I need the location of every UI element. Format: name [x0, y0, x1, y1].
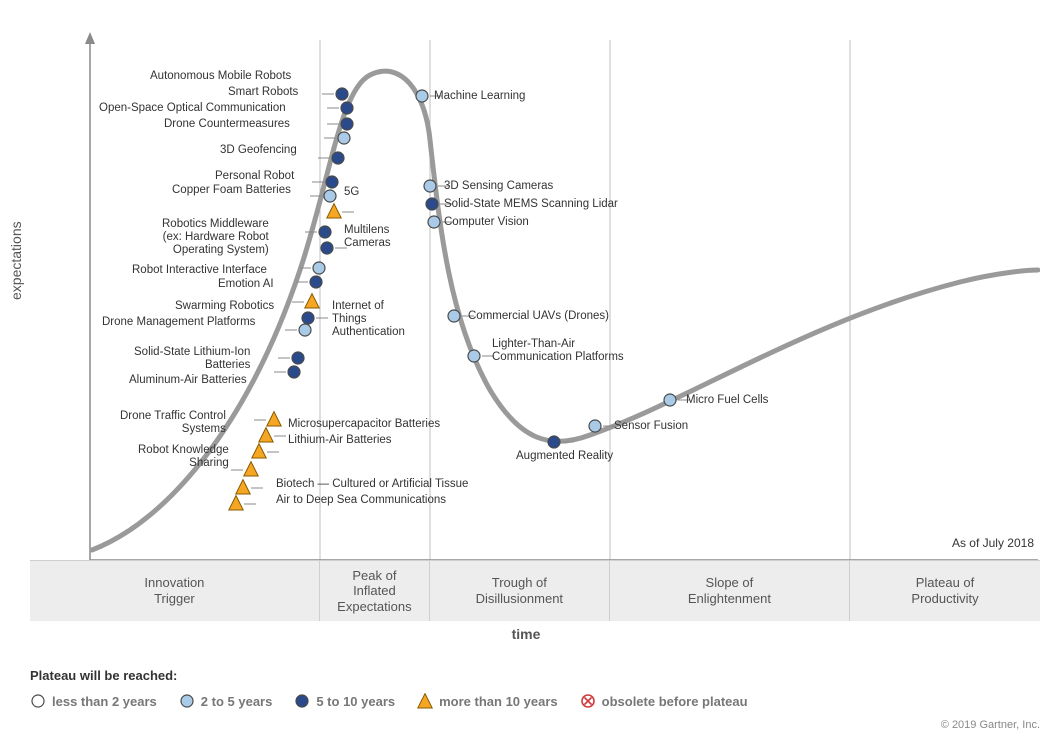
label-drone-traffic-control: Drone Traffic Control Systems — [120, 410, 226, 436]
phase-cell: Slope of Enlightenment — [610, 561, 850, 621]
legend-item: more than 10 years — [417, 693, 558, 709]
legend-item: less than 2 years — [30, 693, 157, 709]
label-autonomous-mobile-robots: Autonomous Mobile Robots — [150, 70, 291, 83]
label-augmented-reality: Augmented Reality — [516, 450, 613, 463]
phase-cell: Plateau of Productivity — [850, 561, 1040, 621]
legend-label: 2 to 5 years — [201, 694, 273, 709]
label-machine-learning: Machine Learning — [434, 90, 525, 103]
point-solid-state-mems-lidar — [426, 198, 438, 210]
point-micro-fuel-cells — [664, 394, 676, 406]
point-3d-sensing-cameras — [424, 180, 436, 192]
point-drone-mgmt-platforms — [299, 324, 311, 336]
point-copper-foam-batteries — [324, 190, 336, 202]
point-smart-robots — [341, 102, 353, 114]
point-lithium-air — [252, 444, 266, 458]
point-computer-vision — [428, 216, 440, 228]
point-iot-authentication — [302, 312, 314, 324]
point-microsupercapacitor — [259, 428, 273, 442]
point-robot-interactive-interface — [313, 262, 325, 274]
point-commercial-uavs — [448, 310, 460, 322]
label-multilens-cameras: Multilens Cameras — [344, 224, 391, 250]
point-personal-robot — [326, 176, 338, 188]
point-drone-countermeasures — [338, 132, 350, 144]
point-robotics-middleware — [319, 226, 331, 238]
label-microsupercapacitor: Microsupercapacitor Batteries — [288, 418, 440, 431]
phase-band: Innovation TriggerPeak of Inflated Expec… — [30, 560, 1040, 621]
label-lighter-than-air: Lighter-Than-Air Communication Platforms — [492, 338, 624, 364]
label-3d-geofencing: 3D Geofencing — [220, 144, 297, 157]
circle-icon — [179, 693, 195, 709]
label-lithium-air: Lithium-Air Batteries — [288, 434, 392, 447]
label-robot-interactive-interface: Robot Interactive Interface — [132, 264, 267, 277]
x-axis-label: time — [0, 626, 1052, 642]
point-aluminum-air — [288, 366, 300, 378]
label-5g: 5G — [344, 186, 359, 199]
label-drone-mgmt-platforms: Drone Management Platforms — [102, 316, 255, 329]
label-robot-knowledge-sharing: Robot Knowledge Sharing — [138, 444, 229, 470]
label-open-space-optical: Open-Space Optical Communication — [99, 102, 286, 115]
label-computer-vision: Computer Vision — [444, 216, 529, 229]
point-emotion-ai — [310, 276, 322, 288]
label-micro-fuel-cells: Micro Fuel Cells — [686, 394, 768, 407]
label-3d-sensing-cameras: 3D Sensing Cameras — [444, 180, 553, 193]
phase-cell: Trough of Disillusionment — [430, 561, 610, 621]
label-swarming-robotics: Swarming Robotics — [175, 300, 274, 313]
point-augmented-reality — [548, 436, 560, 448]
label-solid-state-mems-lidar: Solid-State MEMS Scanning Lidar — [444, 198, 618, 211]
point-air-deep-sea — [229, 496, 243, 510]
triangle-icon — [417, 693, 433, 709]
y-axis-arrow — [85, 32, 95, 44]
point-autonomous-mobile-robots — [336, 88, 348, 100]
legend-item: 2 to 5 years — [179, 693, 273, 709]
label-sensor-fusion: Sensor Fusion — [614, 420, 688, 433]
label-aluminum-air: Aluminum-Air Batteries — [129, 374, 247, 387]
point-biotech-tissue — [236, 480, 250, 494]
label-copper-foam-batteries: Copper Foam Batteries — [172, 184, 291, 197]
point-lighter-than-air — [468, 350, 480, 362]
label-personal-robot: Personal Robot — [215, 170, 294, 183]
circle-icon — [30, 693, 46, 709]
label-drone-countermeasures: Drone Countermeasures — [164, 118, 290, 131]
label-air-deep-sea: Air to Deep Sea Communications — [276, 494, 446, 507]
phase-cell: Peak of Inflated Expectations — [320, 561, 430, 621]
as-of-date: As of July 2018 — [952, 536, 1034, 550]
point-multilens-cameras — [321, 242, 333, 254]
legend-row: less than 2 years 2 to 5 years 5 to 10 yea… — [30, 693, 762, 709]
point-machine-learning — [416, 90, 428, 102]
point-5g — [327, 204, 341, 218]
hype-cycle-chart: expectations Autonomous Mobile Robots Sma… — [0, 0, 1052, 739]
point-solid-state-li-ion — [292, 352, 304, 364]
legend-label: obsolete before plateau — [602, 694, 748, 709]
obsolete-icon — [580, 693, 596, 709]
copyright: © 2019 Gartner, Inc. — [941, 719, 1040, 731]
label-iot-authentication: Internet of Things Authentication — [332, 300, 405, 340]
point-robot-knowledge-sharing — [244, 462, 258, 476]
label-emotion-ai: Emotion AI — [218, 278, 274, 291]
legend-label: more than 10 years — [439, 694, 558, 709]
legend-title: Plateau will be reached: — [30, 668, 762, 683]
label-solid-state-li-ion: Solid-State Lithium-Ion Batteries — [134, 346, 250, 372]
point-sensor-fusion — [589, 420, 601, 432]
legend-item: obsolete before plateau — [580, 693, 748, 709]
point-drone-traffic-control — [267, 412, 281, 426]
y-axis-label: expectations — [8, 221, 24, 300]
circle-icon — [294, 693, 310, 709]
label-biotech-tissue: Biotech — Cultured or Artificial Tissue — [276, 478, 468, 491]
label-smart-robots: Smart Robots — [228, 86, 298, 99]
point-swarming-robotics — [305, 294, 319, 308]
legend-label: 5 to 10 years — [316, 694, 395, 709]
point-3d-geofencing — [332, 152, 344, 164]
legend-label: less than 2 years — [52, 694, 157, 709]
label-robotics-middleware: Robotics Middleware (ex: Hardware Robot … — [162, 218, 269, 258]
point-open-space-optical — [341, 118, 353, 130]
legend: Plateau will be reached: less than 2 yea… — [30, 668, 762, 709]
label-commercial-uavs: Commercial UAVs (Drones) — [468, 310, 609, 323]
phase-cell: Innovation Trigger — [30, 561, 320, 621]
legend-item: 5 to 10 years — [294, 693, 395, 709]
